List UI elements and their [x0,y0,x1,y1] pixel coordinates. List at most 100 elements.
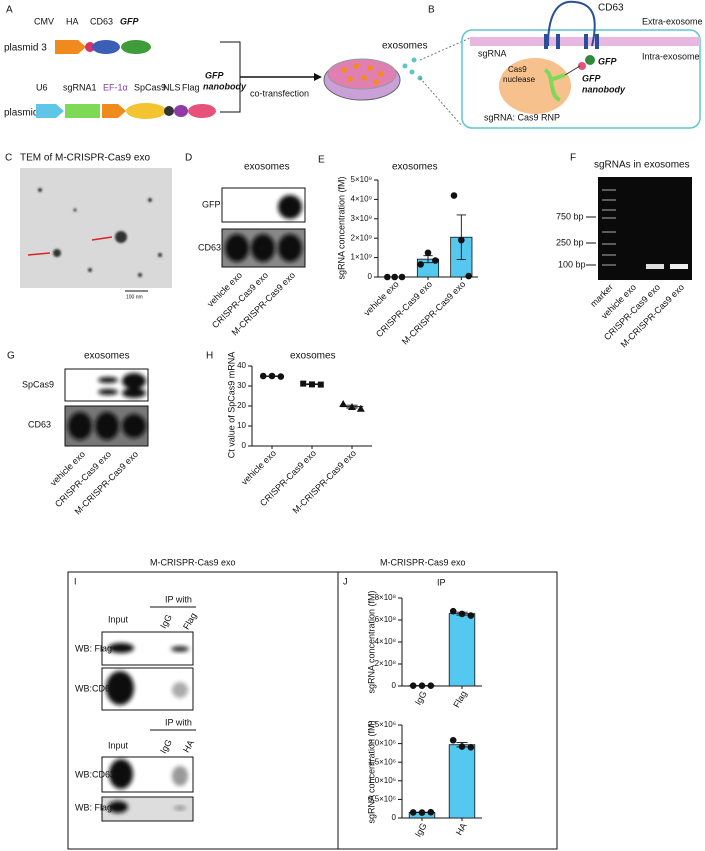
element-label: U6 [36,82,48,92]
data-point [356,404,365,412]
panel-label: G [7,351,15,362]
y-tick-label: 2.5×10⁶ [368,720,396,729]
panel-i: M-CRISPR-Cas9 exo I IP with Input IgG Fl… [67,557,339,850]
y-tick-label: 4×10⁸ [375,637,396,646]
panel-title: sgRNAs in exosomes [594,160,690,171]
complex-label: sgRNA: Cas9 RNP [484,112,560,122]
protein-label: GFP [582,73,601,83]
row-label: GFP [202,199,221,209]
bands [68,412,146,440]
chart: sgRNA concentration (fM) 0 2×10⁸ 4×10⁸ 6×10⁸… [366,590,482,709]
gel [598,177,692,280]
data-point [417,261,424,268]
y-tick-label: 5×10⁹ [351,175,372,184]
data-point [467,612,475,619]
panel-c: C TEM of M-CRISPR-Cas9 exo 100 nm [5,153,172,300]
arrow-head [314,73,322,81]
tag [164,106,174,116]
bar [448,613,476,687]
exosome [409,69,415,75]
band [109,759,133,789]
promoter [55,40,86,54]
row-label: CD63 [198,242,221,252]
element-label: GFP [120,16,139,26]
panel-label: A [6,5,13,16]
particle [158,253,162,257]
ip-label: IP with [165,717,192,727]
cas9 [499,58,571,114]
band [98,389,118,395]
element-label: CMV [34,16,54,26]
data-point [458,236,465,244]
y-tick-label: 20 [237,401,246,410]
lane-label: IgG [158,738,174,756]
data-point [418,682,426,689]
protein-label: nanobody [582,84,626,94]
y-tick-label: 30 [237,381,246,390]
lane-label: IgG [158,613,174,631]
element-label: SpCas9 [134,82,166,92]
particle [115,231,127,243]
pointer-arrow [91,236,113,241]
data-point [458,743,466,750]
panel-label: C [5,153,12,164]
band [122,373,146,389]
y-tick-label: 0 [392,681,397,690]
band [108,801,128,813]
lane-label: Flag [181,611,198,631]
row-label: WB: Flag [75,643,112,653]
sgrna-strand [543,68,566,102]
sgrna-cassette [65,104,100,118]
data-point [427,682,435,689]
input-label: Input [108,614,129,624]
y-tick-label: 40 [237,361,246,370]
gel-band [670,264,688,269]
panel-f: F sgRNAs in exosomes 750 bp 250 bp 100 b… [556,153,692,350]
y-tick-label: 0 [392,813,397,822]
cell [353,63,359,69]
lane-label: HA [181,738,196,754]
data-point [424,249,432,257]
y-tick-label: 0 [368,272,373,281]
tag [174,105,188,117]
data-point [348,403,356,410]
element-label: GFP [205,70,224,80]
promoter [102,104,126,118]
panel-g: G exosomes SpCas9 CD63 vehicle exo CRISP… [7,351,149,517]
y-tick-label: 0 [242,441,247,450]
panel-frame [337,571,558,850]
particle [53,249,61,257]
y-axis-label: sgRNA concentration (fM) [366,720,376,823]
panel-label: E [318,155,325,166]
data-point [427,808,435,816]
band [174,806,186,810]
tem-particles [38,188,162,277]
tm-helix [544,34,548,49]
gene [188,104,216,118]
y-tick-label: 10 [237,421,246,430]
data-point [339,400,348,407]
tm-helix [595,34,599,49]
data-point [465,272,472,280]
panel-label: B [428,5,435,16]
panel-b: B CD63 Extra-exosome Intra-exosome sgRNA… [428,0,703,129]
element-label: Flag [182,82,200,92]
data-point [277,373,285,380]
protein-label: GFP [598,56,617,66]
y-tick-label: 0.5×10⁶ [368,795,396,804]
panel-a: A CMV HA CD63 GFP plasmid 3 U6 sgRNA1 EF… [4,5,471,127]
panel-label: J [343,576,348,586]
protein-label: nuclease [503,75,536,84]
gene [121,40,151,54]
element-label: HA [66,16,79,26]
exosome-outline [461,29,701,129]
data-point [309,381,315,388]
band [278,195,302,219]
data-point [391,273,398,281]
data-point [409,682,417,689]
data-point [259,372,267,380]
band [171,646,189,652]
particle [88,268,92,272]
row-label: WB:CD63 [75,769,115,779]
exosome-dots [402,57,423,81]
